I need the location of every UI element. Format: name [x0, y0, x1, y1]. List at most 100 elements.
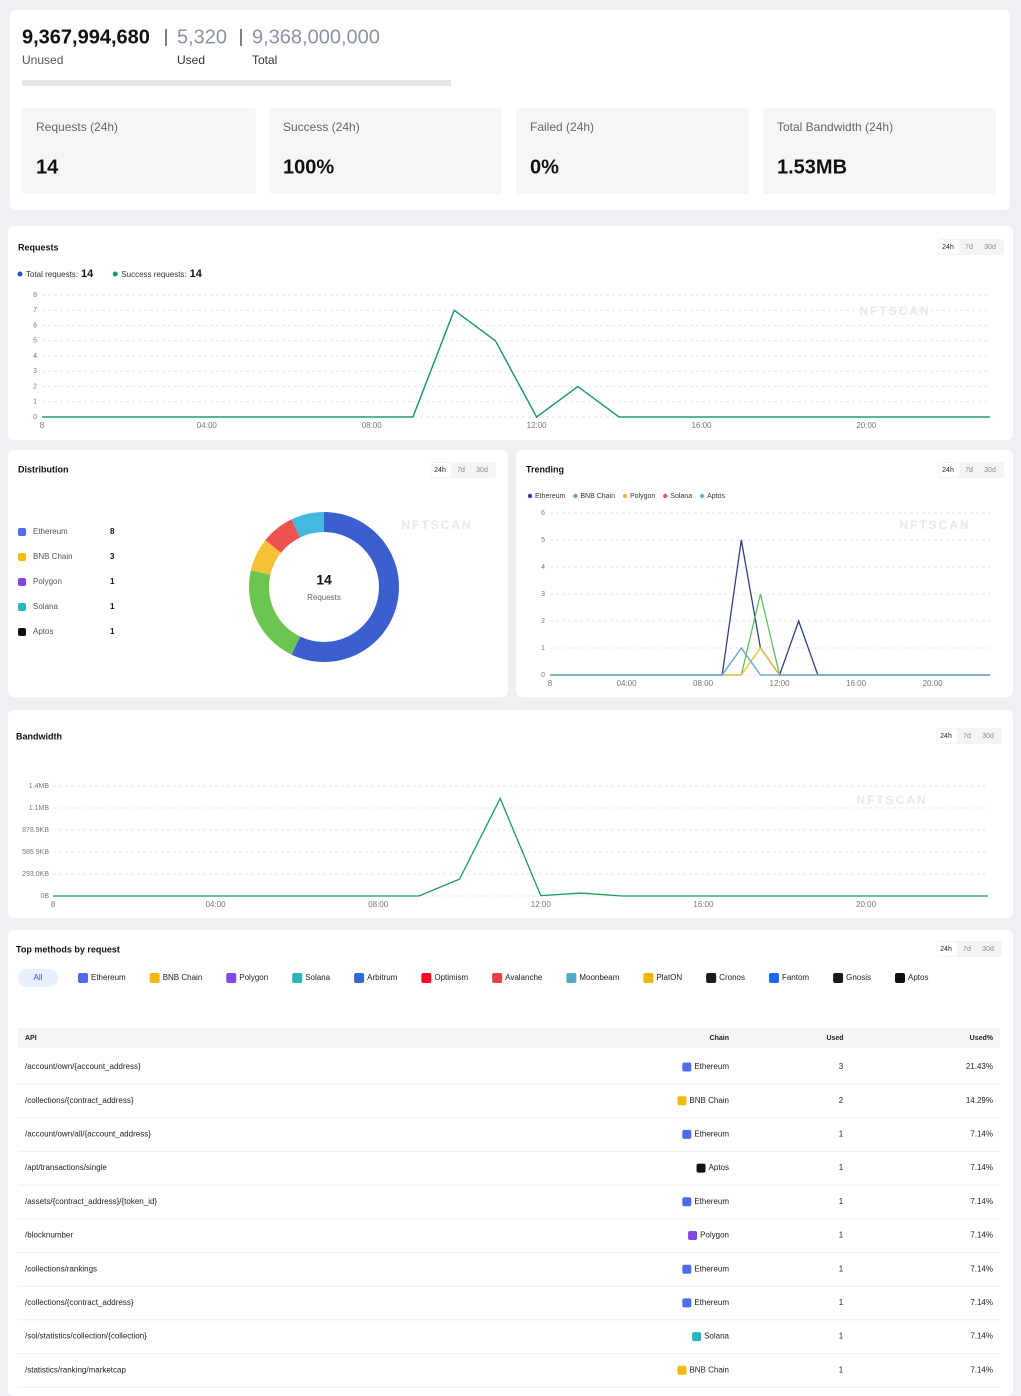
legend-value: 1	[110, 627, 115, 636]
y-tick-label: 2	[33, 383, 37, 390]
chart-title: Requests	[18, 242, 59, 252]
filter-label[interactable]: Gnosis	[846, 973, 871, 982]
legend-label: Aptos	[707, 493, 725, 500]
range-tab[interactable]: 7d	[457, 467, 465, 474]
chain-icon	[692, 1332, 702, 1342]
stat-card	[516, 108, 749, 194]
y-tick-label: 585.9KB	[22, 849, 49, 856]
x-tick-label: 04:00	[206, 900, 227, 909]
stat-label: Failed (24h)	[530, 120, 594, 134]
chain-name: Solana	[704, 1332, 729, 1341]
filter-pill[interactable]	[18, 969, 58, 987]
chart-title: Trending	[526, 464, 564, 474]
methods-panel	[8, 930, 1013, 1396]
filter-label[interactable]: Aptos	[908, 973, 928, 982]
x-tick-label: 08:00	[362, 421, 383, 430]
chain-icon	[682, 1298, 692, 1308]
range-tab[interactable]: 30d	[476, 467, 488, 474]
range-tab[interactable]: 7d	[965, 244, 973, 251]
filter-label[interactable]: Polygon	[239, 973, 268, 982]
filter-label[interactable]: Optimism	[434, 973, 468, 982]
used-count: 1	[839, 1130, 844, 1139]
range-tab[interactable]: 7d	[965, 467, 973, 474]
used-label: Used	[177, 53, 205, 67]
legend-dot	[527, 493, 533, 499]
y-tick-label: 1.4MB	[29, 783, 50, 790]
filter-label[interactable]: Solana	[305, 973, 330, 982]
donut-slice	[291, 512, 324, 538]
x-tick-label: 12:00	[770, 679, 791, 688]
range-tab[interactable]: 30d	[984, 244, 996, 251]
chain-icon	[682, 1062, 692, 1072]
filter-label[interactable]: Cronos	[719, 973, 745, 982]
legend-dot	[573, 493, 578, 499]
filter-label[interactable]: Ethereum	[91, 973, 126, 982]
filter-label[interactable]: Moonbeam	[579, 973, 619, 982]
filter-label[interactable]: Avalanche	[505, 973, 543, 982]
used-count: 1	[839, 1332, 844, 1341]
y-tick-label: 293.0KB	[22, 871, 49, 878]
filter-label[interactable]: Fantom	[782, 973, 809, 982]
x-tick-label: 08:00	[368, 900, 389, 909]
chain-name: Aptos	[709, 1163, 729, 1172]
stat-value: 0%	[530, 156, 559, 178]
watermark: NFTSCAN	[899, 518, 970, 532]
y-tick-label: 6	[33, 322, 37, 329]
legend-label: Solana	[670, 493, 692, 500]
range-tab[interactable]: 7d	[963, 733, 971, 740]
chain-name: Ethereum	[694, 1062, 729, 1071]
column-header: Used%	[970, 1035, 994, 1042]
filter-label[interactable]: Arbitrum	[367, 973, 398, 982]
range-tab[interactable]: 7d	[963, 946, 971, 953]
range-tab[interactable]: 24h	[942, 467, 954, 474]
range-tab[interactable]: 30d	[982, 733, 994, 740]
legend-label: BNB Chain	[33, 552, 73, 561]
api-path: /sol/statistics/collection/{collection}	[25, 1332, 147, 1341]
watermark: NFTSCAN	[859, 304, 930, 318]
legend-label: Ethereum	[33, 527, 68, 536]
filter-label[interactable]: BNB Chain	[163, 973, 203, 982]
used-count: 3	[839, 1062, 844, 1071]
range-tab[interactable]: 24h	[940, 733, 952, 740]
y-tick-label: 878.9KB	[22, 827, 49, 834]
stat-card	[22, 108, 256, 194]
legend-label: Solana	[33, 602, 58, 611]
range-tab[interactable]: 24h	[940, 946, 952, 953]
used-count: 1	[839, 1163, 844, 1172]
range-tab[interactable]: 24h	[434, 467, 446, 474]
filter-label[interactable]: All	[34, 973, 43, 982]
tab-selected	[937, 942, 957, 956]
used-percent: 7.14%	[970, 1197, 993, 1206]
bandwidth-panel	[8, 710, 1013, 918]
chain-icon	[18, 528, 26, 536]
usage-panel	[10, 10, 1010, 210]
used-percent: 7.14%	[970, 1231, 993, 1240]
donut-slice	[291, 512, 399, 662]
range-tab[interactable]: 30d	[984, 467, 996, 474]
y-tick-label: 1	[33, 399, 37, 406]
chain-icon	[421, 973, 432, 983]
range-tab[interactable]: 30d	[982, 946, 994, 953]
x-tick-label: 04:00	[617, 679, 638, 688]
y-tick-label: 1	[541, 645, 545, 652]
chain-icon	[706, 973, 717, 983]
legend-dot	[17, 271, 23, 277]
legend-value: 14	[190, 268, 203, 280]
stat-card	[763, 108, 996, 194]
chain-name: Ethereum	[694, 1130, 729, 1139]
used-percent: 14.29%	[966, 1096, 993, 1105]
y-tick-label: 6	[541, 510, 545, 517]
used-percent: 21.43%	[966, 1062, 993, 1071]
filter-label[interactable]: PlatON	[656, 973, 682, 982]
api-path: /statistics/ranking/marketcap	[25, 1365, 126, 1374]
legend-label: Polygon	[33, 577, 62, 586]
used-percent: 7.14%	[970, 1264, 993, 1273]
range-tab[interactable]: 24h	[942, 244, 954, 251]
y-tick-label: 7	[33, 307, 37, 314]
legend-dot	[112, 271, 118, 277]
donut-slice	[248, 570, 301, 655]
legend-value: 14	[81, 268, 94, 280]
legend-label: Ethereum	[535, 493, 566, 500]
chain-icon	[768, 973, 779, 983]
chain-icon	[682, 1197, 692, 1207]
